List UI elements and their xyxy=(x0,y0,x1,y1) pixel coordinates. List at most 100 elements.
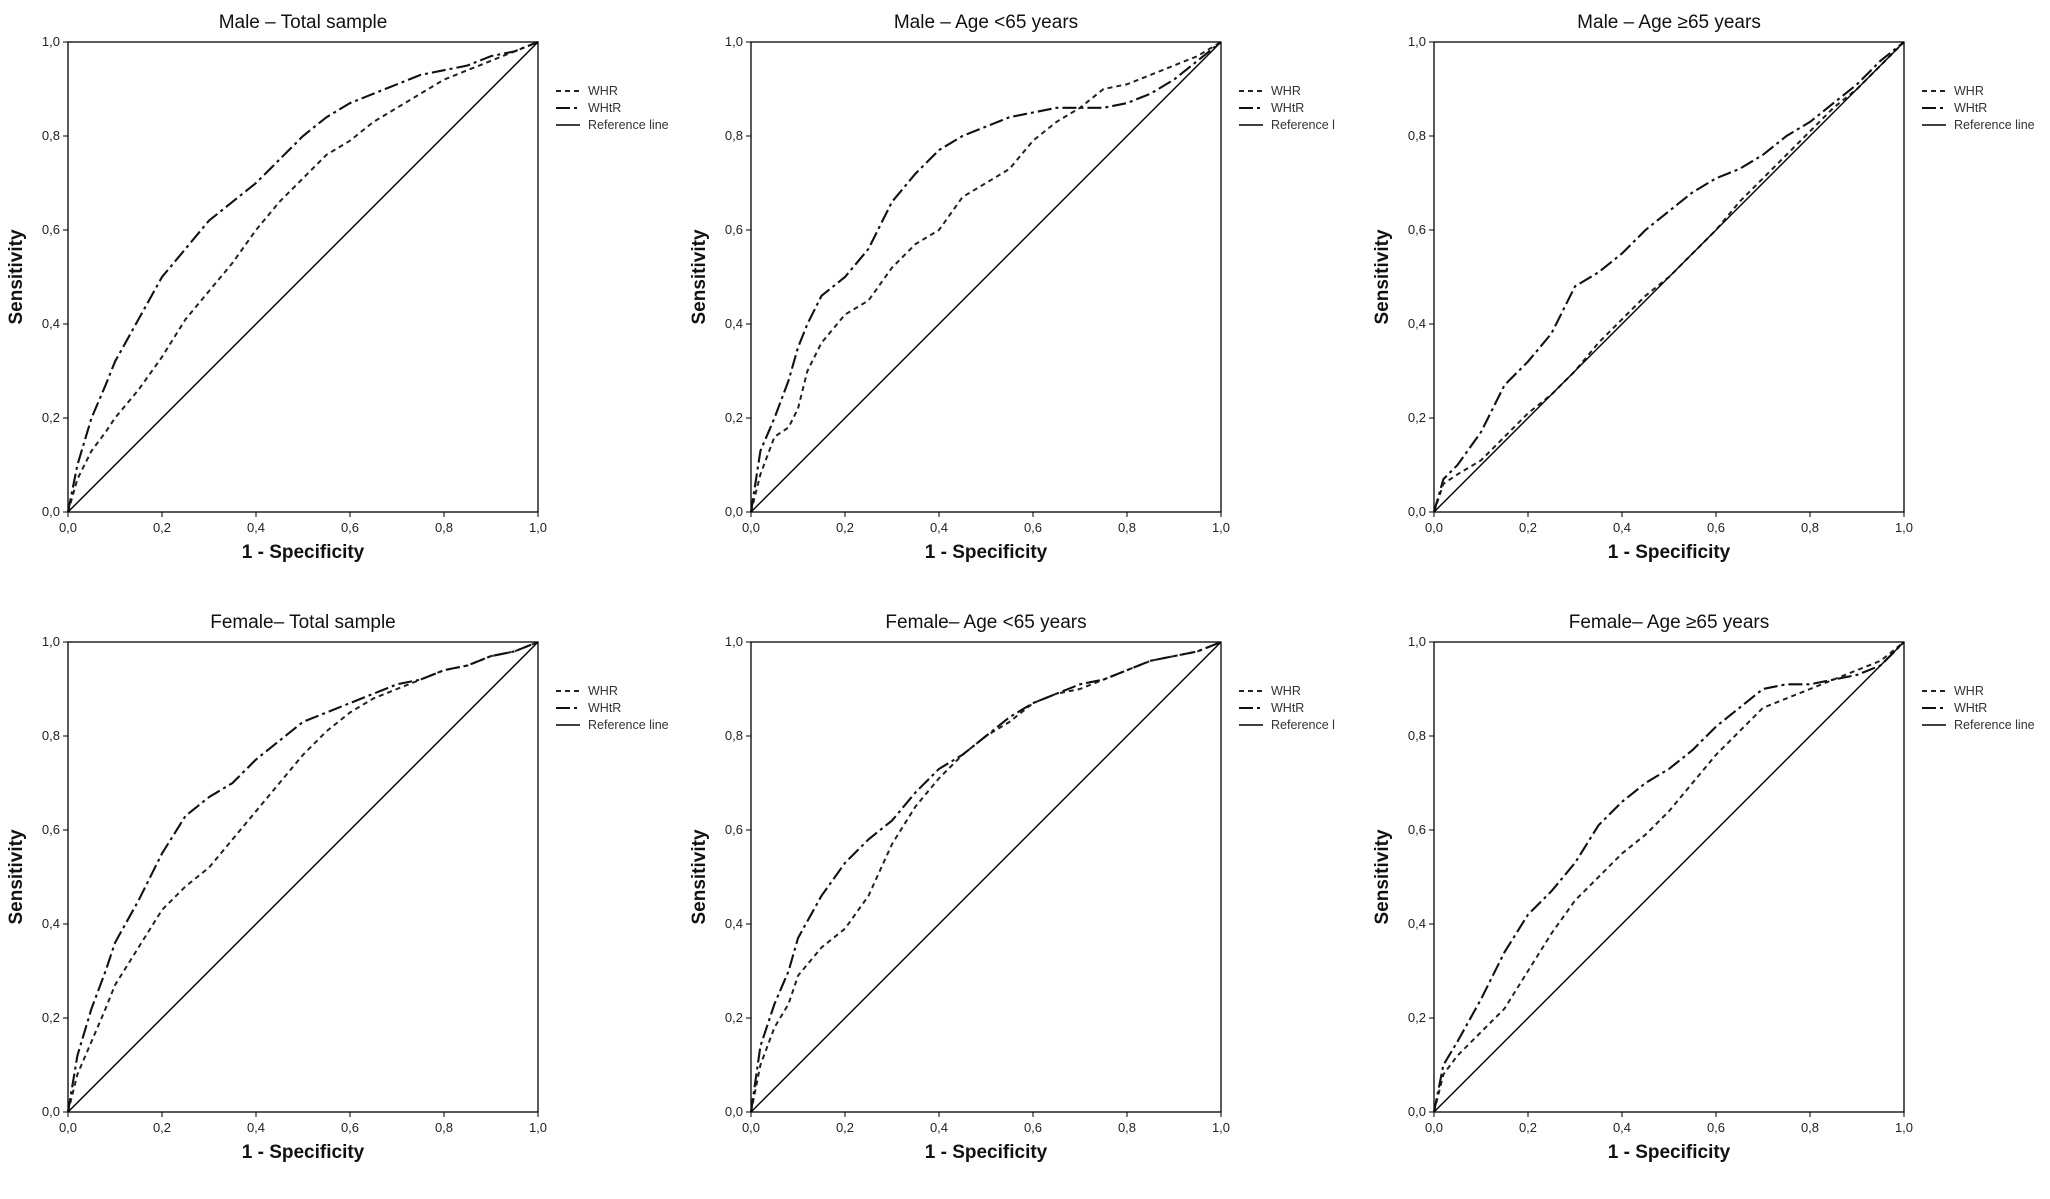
x-tick-label: 0,4 xyxy=(1613,1120,1631,1135)
whtr-curve xyxy=(66,41,539,513)
whr-curve xyxy=(67,641,539,1113)
x-tick-label: 0,6 xyxy=(1707,1120,1725,1135)
y-tick-label: 0,0 xyxy=(1408,504,1426,519)
y-axis-label: Sensitivity xyxy=(689,829,710,924)
y-tick-label: 0,4 xyxy=(42,916,60,931)
legend-whtr: WHtR xyxy=(588,101,621,115)
reference-line xyxy=(750,41,1222,513)
y-tick-label: 0,0 xyxy=(725,1104,743,1119)
whr-curve xyxy=(1433,41,1905,513)
y-tick-label: 0,8 xyxy=(42,128,60,143)
legend-reference-line: Reference l xyxy=(1271,718,1335,732)
x-tick-label: 1,0 xyxy=(1895,1120,1913,1135)
y-tick-label: 0,4 xyxy=(1408,916,1426,931)
y-tick-label: 0,8 xyxy=(1408,728,1426,743)
y-axis-label: Sensitivity xyxy=(6,229,27,324)
whtr-curve xyxy=(1432,41,1905,513)
x-tick-label: 0,0 xyxy=(1425,520,1443,535)
x-tick-label: 0,6 xyxy=(1707,520,1725,535)
y-tick-label: 1,0 xyxy=(42,634,60,649)
legend-whr: WHR xyxy=(1954,684,1984,698)
chart-title: Female– Age ≥65 years xyxy=(1569,612,1770,633)
y-axis-label: Sensitivity xyxy=(689,229,710,324)
y-tick-label: 0,8 xyxy=(1408,128,1426,143)
y-tick-label: 0,2 xyxy=(42,410,60,425)
y-tick-label: 1,0 xyxy=(1408,634,1426,649)
x-tick-label: 0,0 xyxy=(59,520,77,535)
legend-whr: WHR xyxy=(588,84,618,98)
plot-frame xyxy=(67,41,539,513)
legend-whr: WHR xyxy=(1954,84,1984,98)
x-tick-label: 1,0 xyxy=(1895,520,1913,535)
roc-chart-male-65-plus: Male – Age ≥65 years 0,0 0,0 0,2 0,2 0,4 0,4 0,… xyxy=(1366,0,2049,599)
chart-title: Female– Age <65 years xyxy=(885,612,1086,633)
y-tick-label: 0,6 xyxy=(42,822,60,837)
chart-svg: Male – Total sample 0,00,0 0,2 0,2 0,4 0,4 0,6… xyxy=(6,12,669,563)
whtr-curve xyxy=(749,41,1222,513)
plot-frame xyxy=(1433,41,1905,513)
x-tick-label: 0,8 xyxy=(1801,1120,1819,1135)
x-tick-label: 0,8 xyxy=(435,520,453,535)
x-tick-label: 0,8 xyxy=(1801,520,1819,535)
x-tick-label: 0,2 xyxy=(153,1120,171,1135)
reference-line xyxy=(1433,641,1905,1113)
reference-line xyxy=(1433,41,1905,513)
chart-title: Male – Age ≥65 years xyxy=(1577,12,1761,33)
legend-whr: WHR xyxy=(1271,84,1301,98)
whr-curve xyxy=(1433,641,1905,1113)
chart-svg: Female– Age ≥65 years 0,00,0 0,2 0,2 0,4 0,4 0… xyxy=(1372,612,2035,1163)
y-tick-label: 1,0 xyxy=(1408,34,1426,49)
x-axis-label: 1 - Specificity xyxy=(1608,1142,1731,1163)
legend-reference-line: Reference line xyxy=(588,718,669,732)
roc-chart-female-65-plus: Female– Age ≥65 years 0,0 0,0 0,2 0,2 0,4 0,4 0… xyxy=(1366,600,2049,1199)
plot-frame xyxy=(750,641,1222,1113)
x-tick-label: 0,6 xyxy=(1024,520,1042,535)
y-axis-label: Sensitivity xyxy=(1372,229,1393,324)
x-tick-label: 0,0 xyxy=(742,520,760,535)
y-tick-label: 0,6 xyxy=(1408,822,1426,837)
x-axis-label: 1 - Specificity xyxy=(242,1142,365,1163)
legend-reference-line: Reference l xyxy=(1271,118,1335,132)
y-tick-label: 1,0 xyxy=(42,34,60,49)
x-tick-label: 0,2 xyxy=(1519,520,1537,535)
y-tick-label: 0,4 xyxy=(725,916,743,931)
x-tick-label: 0,0 xyxy=(1425,1120,1443,1135)
whtr-curve xyxy=(1432,641,1905,1113)
chart-title: Male – Total sample xyxy=(219,12,388,33)
roc-chart-male-under-65: Male – Age <65 years 0,0 0,0 0,2 0,2 0,4 0,4 0,… xyxy=(683,0,1366,599)
chart-svg: Female– Total sample 0,00,0 0,2 0,2 0,4 0,4 0,… xyxy=(6,612,669,1163)
y-axis-label: Sensitivity xyxy=(1372,829,1393,924)
x-tick-label: 0,4 xyxy=(247,520,265,535)
whtr-curve xyxy=(66,641,539,1113)
chart-svg: Female– Age <65 years 0,00,0 0,2 0,2 0,4 0,4 0… xyxy=(689,612,1335,1163)
x-tick-label: 0,0 xyxy=(742,1120,760,1135)
x-tick-label: 0,0 xyxy=(59,1120,77,1135)
whtr-curve xyxy=(749,641,1222,1113)
legend-reference-line: Reference line xyxy=(1954,118,2035,132)
y-tick-label: 0,0 xyxy=(725,504,743,519)
x-tick-label: 0,4 xyxy=(1613,520,1631,535)
chart-svg: Male – Age ≥65 years 0,00,0 0,2 0,2 0,4 0,4 0,… xyxy=(1372,12,2035,563)
chart-title: Female– Total sample xyxy=(210,612,396,633)
x-tick-label: 0,4 xyxy=(930,520,948,535)
x-tick-label: 0,6 xyxy=(1024,1120,1042,1135)
x-tick-label: 1,0 xyxy=(529,1120,547,1135)
y-tick-label: 0,8 xyxy=(42,728,60,743)
x-axis-label: 1 - Specificity xyxy=(925,542,1048,563)
reference-line xyxy=(750,641,1222,1113)
roc-chart-male-total: Male – Total sample 0,0 0,0 0,2 0,2 0,4 0,4 0,6… xyxy=(0,0,683,599)
reference-line xyxy=(67,641,539,1113)
roc-chart-female-under-65: Female– Age <65 years 0,0 0,0 0,2 0,2 0,4 0,4 0… xyxy=(683,600,1366,1199)
y-tick-label: 0,8 xyxy=(725,128,743,143)
legend-reference-line: Reference line xyxy=(588,118,669,132)
x-tick-label: 0,8 xyxy=(435,1120,453,1135)
x-tick-label: 0,2 xyxy=(1519,1120,1537,1135)
y-tick-label: 0,2 xyxy=(42,1010,60,1025)
y-tick-label: 0,6 xyxy=(42,222,60,237)
x-tick-label: 0,4 xyxy=(930,1120,948,1135)
legend-whtr: WHtR xyxy=(1954,101,1987,115)
plot-frame xyxy=(67,641,539,1113)
chart-svg: Male – Age <65 years 0,00,0 0,2 0,2 0,4 0,4 0,… xyxy=(689,12,1335,563)
y-tick-label: 0,6 xyxy=(725,822,743,837)
legend-whtr: WHtR xyxy=(1271,101,1304,115)
